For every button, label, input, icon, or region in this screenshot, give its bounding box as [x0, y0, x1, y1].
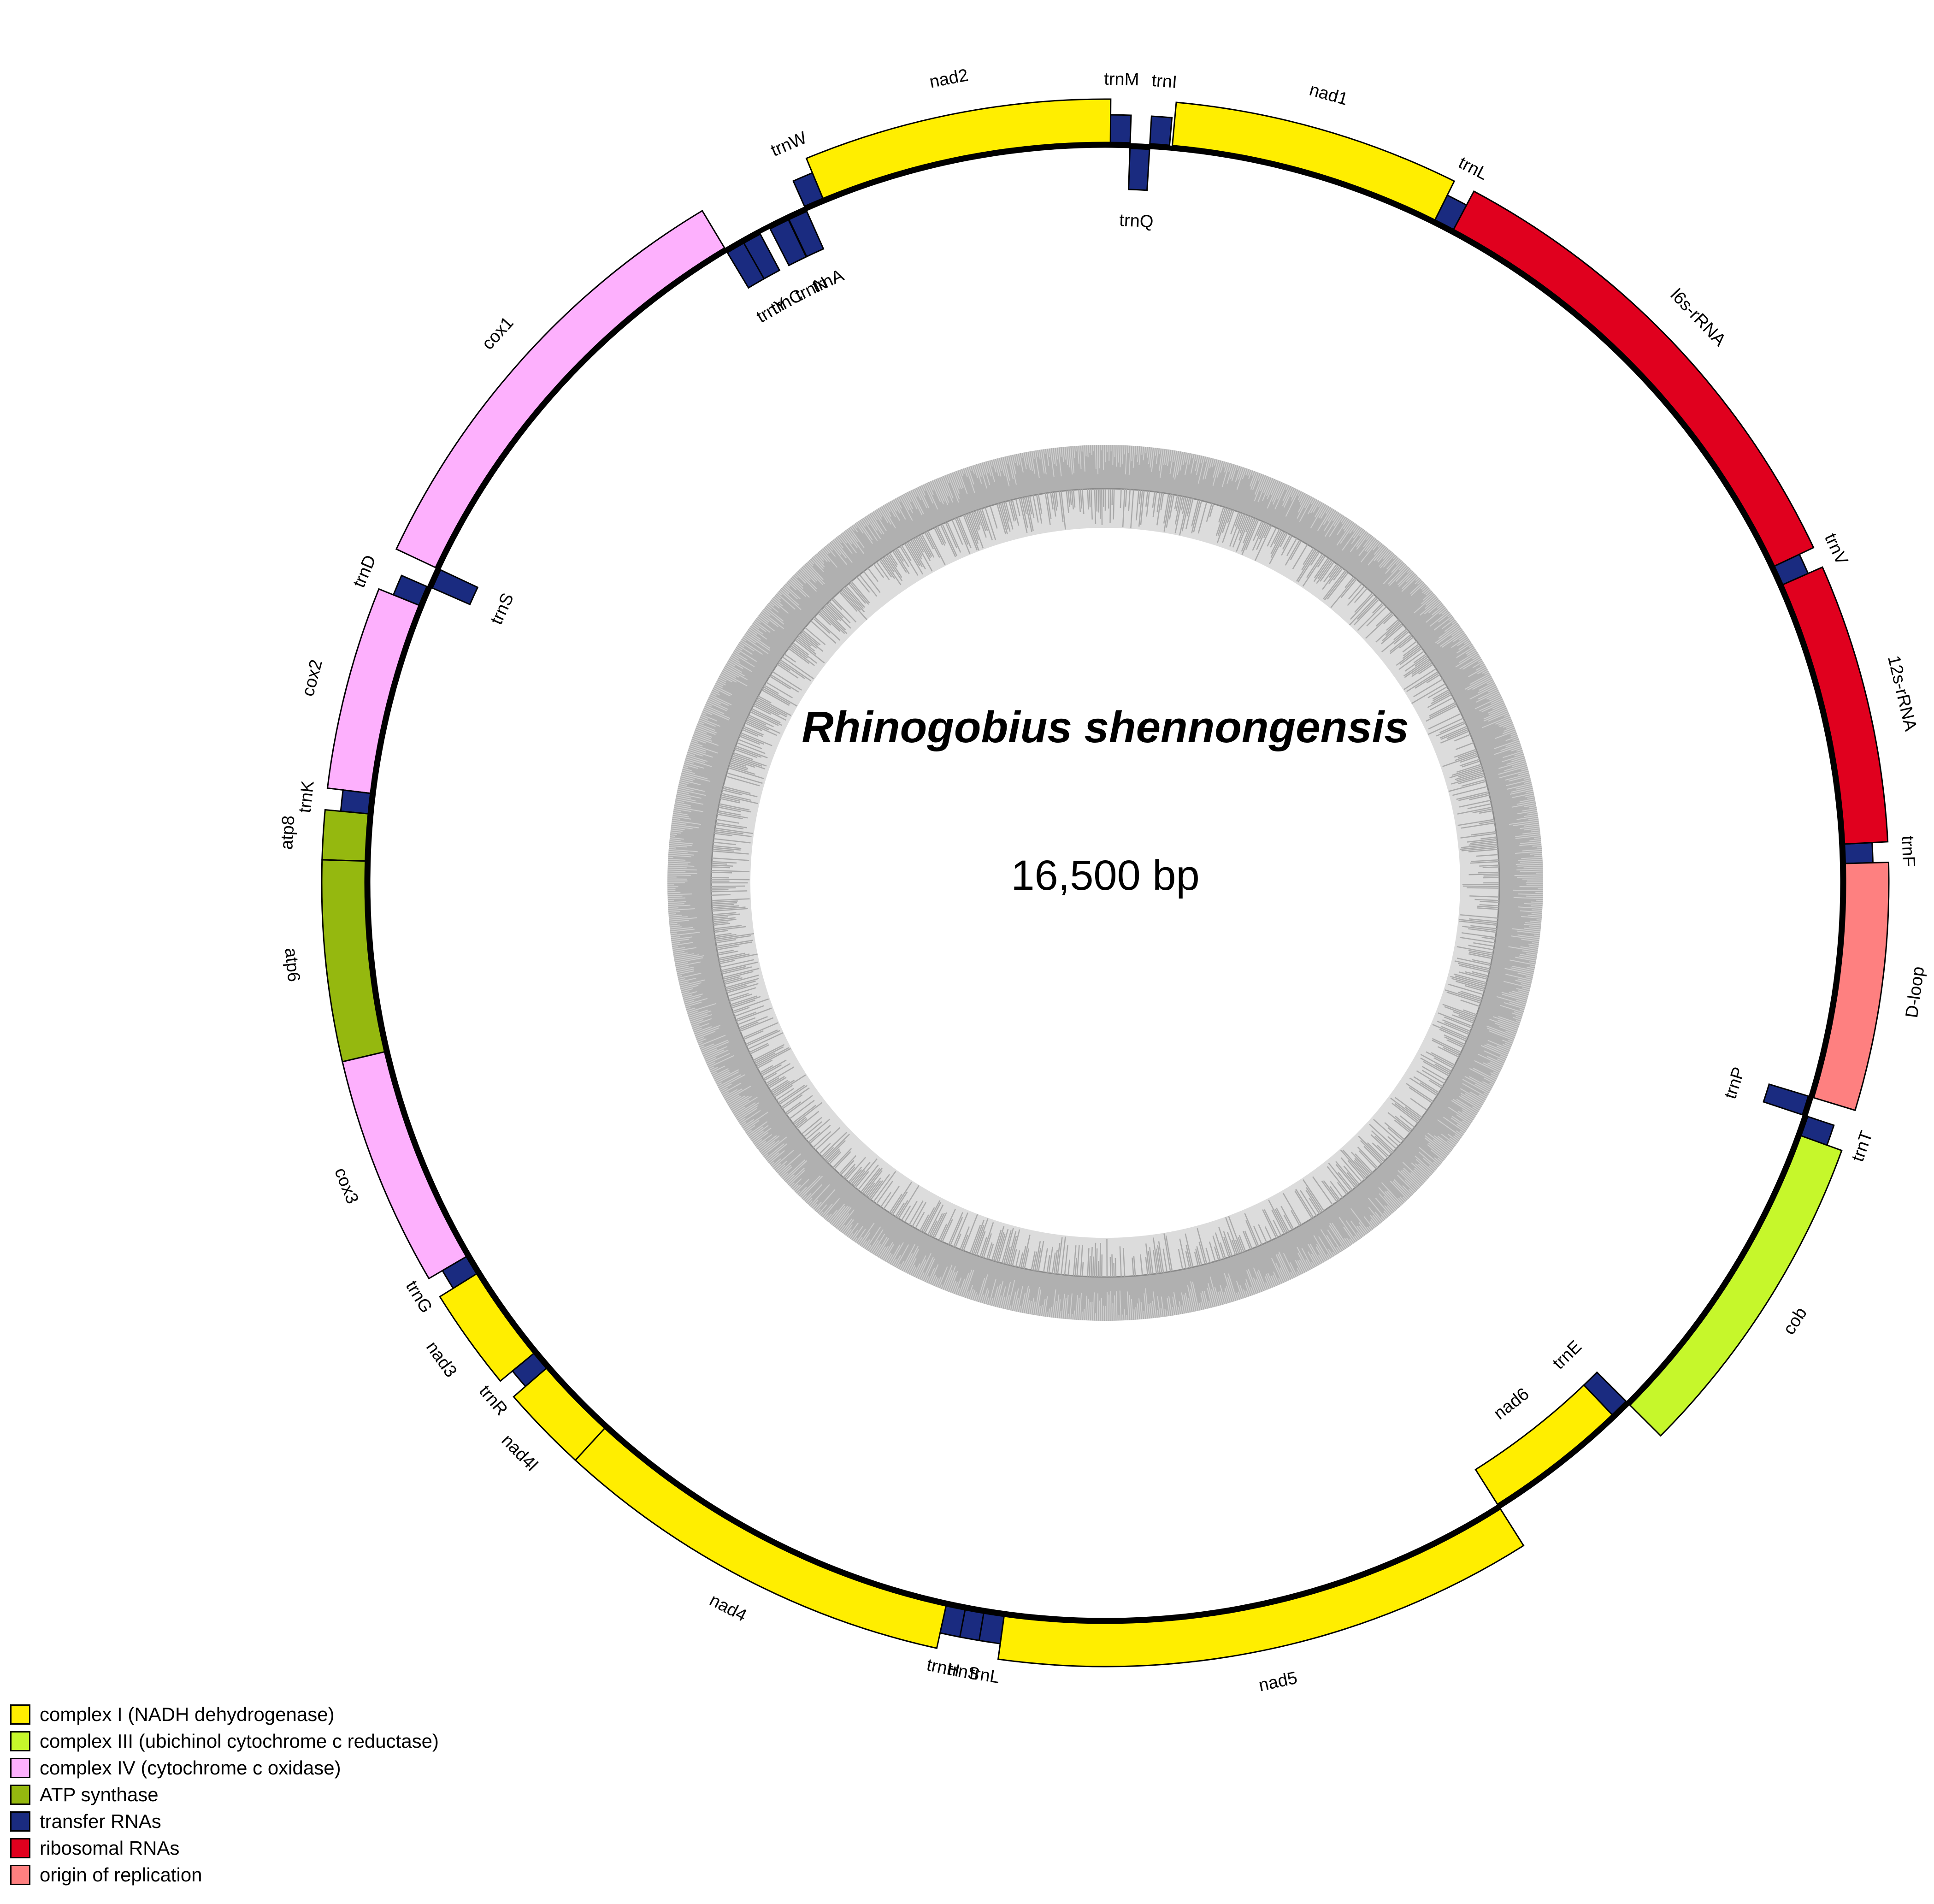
- gene-label: trnT: [1848, 1129, 1877, 1165]
- gene-label: nad5: [1257, 1668, 1299, 1696]
- gene-label: nad4l: [498, 1431, 542, 1475]
- legend-swatch: [10, 1838, 30, 1858]
- gene-label: trnS: [487, 590, 518, 627]
- gene-atp8: [321, 809, 369, 862]
- gene-d-loop: [1813, 861, 1890, 1112]
- gene-trnp: [1763, 1083, 1810, 1116]
- gene-nad4: [574, 1427, 947, 1650]
- legend-item-ribosomal-rnas: ribosomal RNAs: [10, 1835, 439, 1862]
- gene-label: trnV: [1821, 531, 1851, 568]
- species-title: Rhinogobius shennongensis: [802, 703, 1409, 752]
- genome-size-label: 16,500 bp: [1011, 852, 1199, 899]
- gene-label: cob: [1780, 1304, 1811, 1338]
- gene-label: trnW: [768, 128, 809, 160]
- gene-l6s-rrna: [1452, 190, 1815, 568]
- legend-item-transfer-rnas: transfer RNAs: [10, 1808, 439, 1835]
- gene-trne: [1583, 1371, 1627, 1416]
- gene-label: trnP: [1721, 1065, 1749, 1101]
- gene-cox1: [395, 210, 725, 569]
- gene-trnf: [1844, 842, 1874, 864]
- gene-trni: [1149, 115, 1173, 146]
- gene-trnw: [792, 172, 824, 207]
- gene-trnq: [1128, 148, 1150, 191]
- gene-label: 12s-rRNA: [1884, 654, 1921, 733]
- gene-label: cox1: [478, 313, 518, 354]
- legend-label: complex I (NADH dehydrogenase): [40, 1703, 335, 1725]
- gene-nad1: [1171, 101, 1456, 221]
- legend-label: ATP synthase: [40, 1784, 159, 1805]
- gene-label: trnE: [1549, 1337, 1586, 1373]
- legend-item-complex-i: complex I (NADH dehydrogenase): [10, 1701, 439, 1728]
- gene-label: trnR: [475, 1382, 511, 1419]
- gene-label: nad6: [1490, 1384, 1533, 1423]
- legend-item-origin-of-replication: origin of replication: [10, 1862, 439, 1888]
- gene-label: trnF: [1898, 835, 1918, 867]
- legend-swatch: [10, 1758, 30, 1778]
- legend-label: origin of replication: [40, 1864, 202, 1886]
- gene-nad6: [1474, 1384, 1614, 1505]
- gene-label: atp8: [277, 815, 298, 850]
- legend-item-atp-synthase: ATP synthase: [10, 1781, 439, 1808]
- legend-swatch: [10, 1731, 30, 1751]
- legend: complex I (NADH dehydrogenase) complex I…: [10, 1701, 439, 1888]
- legend-label: transfer RNAs: [40, 1810, 161, 1832]
- gene-label: nad3: [422, 1338, 460, 1381]
- gene-label: nad2: [928, 65, 970, 92]
- gene-trnk: [340, 789, 371, 815]
- gene-label: trnI: [1151, 71, 1178, 92]
- gene-nad5: [997, 1508, 1525, 1667]
- legend-label: complex IV (cytochrome c oxidase): [40, 1757, 341, 1779]
- gene-label: l6s-rRNA: [1667, 285, 1730, 350]
- gene-label: D-loop: [1902, 965, 1928, 1019]
- gene-trnn: [769, 219, 808, 266]
- gene-label: trnQ: [1119, 211, 1154, 231]
- gene-label: trnG: [402, 1277, 436, 1317]
- gene-trnm: [1109, 114, 1132, 144]
- gene-label: trnD: [349, 552, 380, 590]
- gene-label: trnM: [1104, 70, 1139, 90]
- gene-trny: [726, 242, 765, 289]
- gene-label: nad4: [707, 1591, 750, 1626]
- legend-swatch: [10, 1704, 30, 1725]
- genome-backbone-circle: [365, 142, 1846, 1623]
- gene-cob: [1629, 1135, 1843, 1437]
- gene-trns: [431, 569, 479, 606]
- gene-label: trnL: [1456, 153, 1491, 184]
- gene-track: [321, 98, 1890, 1667]
- gene-label: cox3: [330, 1165, 362, 1206]
- gene-atp6: [321, 859, 386, 1063]
- gene-label: trnL: [968, 1664, 1001, 1687]
- gene-label: nad1: [1307, 80, 1350, 109]
- legend-item-complex-iv: complex IV (cytochrome c oxidase): [10, 1755, 439, 1781]
- gene-label: cox2: [298, 657, 326, 698]
- gc-content-ring: [667, 444, 1544, 1321]
- gene-cox3: [342, 1051, 467, 1280]
- gene-label: trnK: [295, 780, 318, 814]
- legend-label: complex III (ubichinol cytochrome c redu…: [40, 1730, 439, 1752]
- legend-swatch: [10, 1865, 30, 1885]
- gene-cox2: [326, 588, 420, 794]
- legend-swatch: [10, 1785, 30, 1805]
- legend-item-complex-iii: complex III (ubichinol cytochrome c redu…: [10, 1728, 439, 1755]
- legend-swatch: [10, 1811, 30, 1832]
- legend-label: ribosomal RNAs: [40, 1837, 180, 1859]
- gene-trnt: [1800, 1115, 1835, 1146]
- gene-label: atp6: [281, 947, 303, 983]
- gene-12s-rrna: [1781, 566, 1889, 845]
